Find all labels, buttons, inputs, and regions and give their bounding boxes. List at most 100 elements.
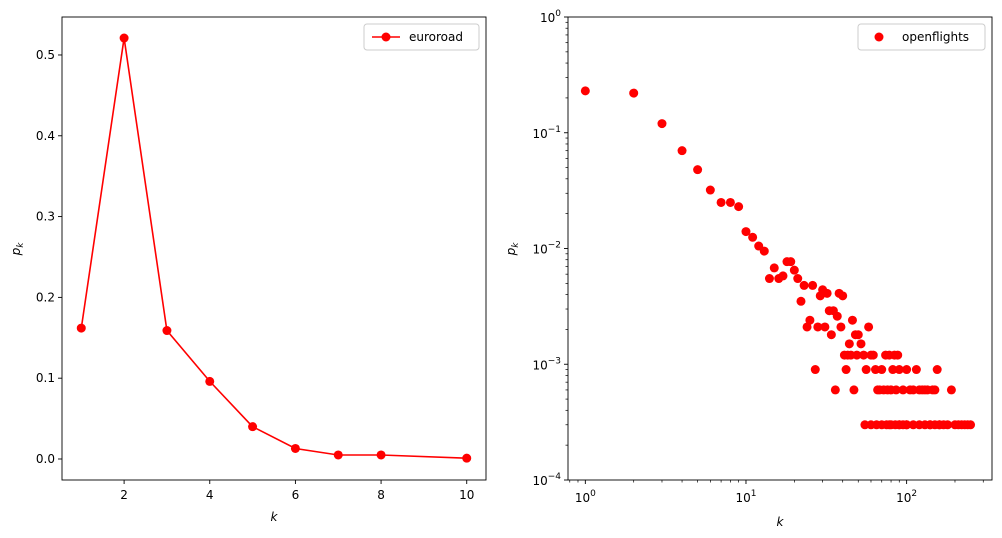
right-x-axis-label: k xyxy=(777,515,785,529)
left-data-point xyxy=(248,422,258,432)
left-y-tick-label: 0.4 xyxy=(36,129,55,143)
right-data-point xyxy=(943,420,953,430)
right-data-point xyxy=(902,365,912,375)
left-data-point xyxy=(376,450,386,460)
right-legend-box xyxy=(857,23,986,51)
right-y-tick-label-base: 10 xyxy=(532,127,547,141)
right-x-tick-label: 102 xyxy=(896,489,917,505)
right-y-axis-label-sub: k xyxy=(511,242,521,248)
right-data-point xyxy=(793,274,803,284)
right-data-point xyxy=(810,365,820,375)
right-x-tick-label-exponent: 1 xyxy=(751,489,757,499)
left-y-tick-label: 0.0 xyxy=(36,452,55,466)
right-data-point xyxy=(836,322,846,332)
right-data-point xyxy=(894,365,904,375)
right-x-tick-label-base: 10 xyxy=(896,491,911,505)
left-legend-box xyxy=(363,23,480,51)
right-y-tick-label-exponent: −3 xyxy=(548,356,561,366)
left-x-axis-label: k xyxy=(271,510,279,524)
right-data-point xyxy=(629,88,639,98)
left-chart: 2 4 6 8 10 0.00.10.20.30.40.5 k pk euroroad xyxy=(9,16,487,524)
left-legend-label: euroroad xyxy=(409,30,463,44)
right-y-tick-label-base: 10 xyxy=(532,243,547,257)
left-x-tick-label: 10 xyxy=(459,488,474,502)
right-data-point xyxy=(930,385,940,395)
right-data-point xyxy=(808,280,818,290)
right-data-point xyxy=(764,274,774,284)
right-data-point xyxy=(902,420,912,430)
right-data-point xyxy=(802,322,812,332)
right-y-tick-label: 10−1 xyxy=(532,125,561,141)
left-x-tick-label: 4 xyxy=(206,488,214,502)
right-data-point xyxy=(877,365,887,375)
left-y-axis-label-sub: k xyxy=(16,242,26,248)
right-y-tick-label-base: 10 xyxy=(532,474,547,488)
left-data-point xyxy=(76,323,86,333)
right-data-point xyxy=(705,185,715,195)
right-data-point xyxy=(677,146,687,156)
right-data-point xyxy=(838,291,848,301)
right-data-point xyxy=(859,350,869,360)
left-y-tick-label: 0.2 xyxy=(36,290,55,304)
right-x-tick-label: 100 xyxy=(575,489,596,505)
left-y-tick-label: 0.3 xyxy=(36,210,55,224)
left-x-ticks: 2 4 6 8 10 xyxy=(120,480,474,502)
right-series-marks xyxy=(580,86,976,430)
right-y-axis-label: pk xyxy=(504,242,521,257)
right-legend-marker xyxy=(874,32,884,42)
left-y-axis-label: pk xyxy=(9,242,26,257)
left-x-tick-label: 6 xyxy=(292,488,300,502)
right-x-tick-label-base: 10 xyxy=(575,491,590,505)
left-data-point xyxy=(119,33,129,43)
right-x-ticks: 100 101 102 xyxy=(569,480,984,505)
left-y-ticks: 0.0 0.1 0.2 0.3 0.4 0.5 xyxy=(36,48,62,466)
right-data-point xyxy=(844,339,854,349)
right-legend: openflights xyxy=(857,23,986,51)
right-data-point xyxy=(847,315,857,325)
right-data-point xyxy=(946,385,956,395)
right-data-point xyxy=(891,385,901,395)
right-data-point xyxy=(778,271,788,281)
right-data-point xyxy=(799,280,809,290)
left-data-point xyxy=(205,376,215,386)
left-data-point xyxy=(462,453,472,463)
right-data-point xyxy=(693,165,703,175)
right-data-point xyxy=(822,288,832,298)
right-data-point xyxy=(856,339,866,349)
left-data-point xyxy=(290,443,300,453)
left-y-axis-label-p: p xyxy=(9,247,23,256)
right-y-tick-label-exponent: 0 xyxy=(555,9,561,19)
right-data-point xyxy=(852,350,862,360)
right-data-point xyxy=(893,350,903,360)
right-data-point xyxy=(934,420,944,430)
right-y-axis-label-p: p xyxy=(504,247,518,256)
right-data-point xyxy=(716,197,726,207)
right-y-tick-label: 10−2 xyxy=(532,241,561,257)
right-data-point xyxy=(888,365,898,375)
right-data-point xyxy=(966,420,976,430)
right-x-tick-label: 101 xyxy=(735,489,756,505)
right-y-tick-label: 10−3 xyxy=(532,356,561,372)
left-series-marks xyxy=(76,33,472,463)
right-data-point xyxy=(813,322,823,332)
right-data-point xyxy=(849,385,859,395)
left-data-point xyxy=(162,326,172,336)
right-y-tick-label-base: 10 xyxy=(532,358,547,372)
left-data-point xyxy=(333,450,343,460)
right-data-point xyxy=(759,246,769,256)
right-data-point xyxy=(748,232,758,242)
right-data-point xyxy=(898,385,908,395)
right-y-tick-label-base: 10 xyxy=(540,11,555,25)
right-data-point xyxy=(830,385,840,395)
right-data-point xyxy=(580,86,590,96)
right-data-point xyxy=(657,119,667,129)
right-y-tick-label-exponent: −1 xyxy=(548,125,561,135)
right-data-point xyxy=(911,365,921,375)
right-x-tick-label-exponent: 2 xyxy=(911,489,917,499)
right-x-tick-label-exponent: 0 xyxy=(590,489,596,499)
right-data-point xyxy=(789,265,799,275)
right-legend-label: openflights xyxy=(902,30,969,44)
